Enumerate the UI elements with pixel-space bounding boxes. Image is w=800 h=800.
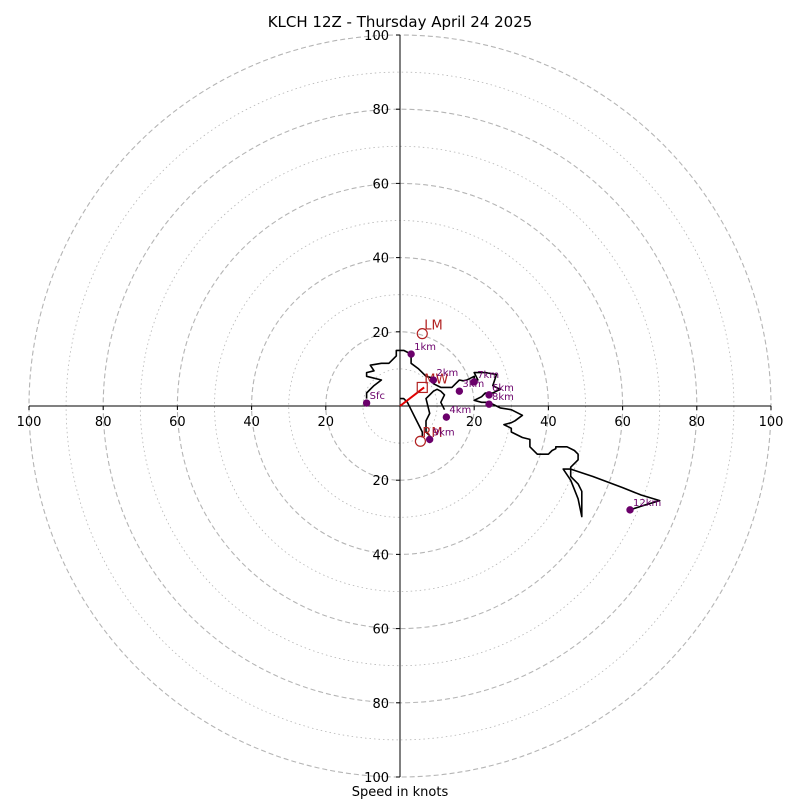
x-tick-label: 80	[689, 415, 706, 430]
height-label-6km: 6km	[492, 383, 514, 394]
height-label-2km: 2km	[436, 368, 458, 379]
storm-motion-lm-marker	[416, 328, 428, 340]
height-label-1km: 1km	[414, 342, 436, 353]
height-label-8km: 8km	[492, 392, 514, 403]
height-marker-9km	[425, 435, 434, 444]
x-tick-label: 80	[95, 415, 112, 430]
height-label-sfc: Sfc	[370, 391, 385, 402]
x-tick-label: 100	[759, 415, 784, 430]
height-marker-4km	[442, 413, 451, 421]
y-tick-label: 80	[372, 697, 389, 712]
height-marker-6km	[485, 391, 493, 399]
x-tick-label: 40	[540, 415, 557, 430]
height-label-7km: 7km	[477, 370, 499, 381]
storm-motion-mw-marker	[416, 381, 428, 394]
hodograph-traces	[365, 349, 661, 518]
y-tick-label: 100	[364, 29, 389, 44]
x-tick-label: 60	[614, 415, 631, 430]
y-tick-label: 40	[372, 252, 389, 267]
height-marker-7km	[470, 378, 478, 386]
y-tick-label: 60	[372, 623, 389, 638]
chart-title: KLCH 12Z - Thursday April 24 2025	[268, 13, 533, 31]
hodograph-trace	[365, 349, 661, 518]
shear-line	[399, 386, 425, 407]
storm-motion-rm-marker	[414, 435, 427, 447]
height-label-12km: 12km	[633, 498, 661, 509]
hodograph-lower-trace-left	[400, 397, 424, 438]
height-markers: Sfc1km2km3km4km7km6km8km9km12km	[362, 342, 661, 514]
height-marker-1km	[407, 350, 415, 358]
height-label-9km: 9km	[433, 427, 455, 438]
y-tick-labels: 100 80 60 40 20 20 40 60 80 100	[364, 29, 400, 786]
x-tick-label: 100	[17, 415, 42, 430]
y-tick-label: 60	[372, 177, 389, 192]
height-marker-sfc	[362, 399, 371, 407]
x-tick-label: 60	[169, 415, 186, 430]
x-tick-label: 20	[318, 415, 335, 430]
storm-motion-lm-label: LM	[424, 319, 442, 334]
y-tick-label: 80	[372, 103, 389, 118]
height-marker-3km	[455, 387, 464, 395]
x-tick-label: 40	[243, 415, 260, 430]
hodograph-lower-trace	[425, 388, 446, 444]
height-label-4km: 4km	[449, 405, 471, 416]
y-tick-label: 100	[364, 771, 389, 786]
height-marker-2km	[429, 376, 438, 384]
y-tick-label: 20	[372, 326, 389, 341]
x-tick-label: 20	[466, 415, 483, 430]
shear-vector	[399, 386, 425, 407]
height-marker-8km	[485, 400, 493, 408]
x-axis-label: Speed in knots	[352, 785, 449, 800]
x-tick-labels: 100 80 60 40 20 20 40 60 80 100	[17, 406, 784, 430]
height-marker-12km	[626, 506, 634, 514]
y-tick-label: 20	[372, 474, 389, 489]
y-tick-label: 40	[372, 548, 389, 563]
